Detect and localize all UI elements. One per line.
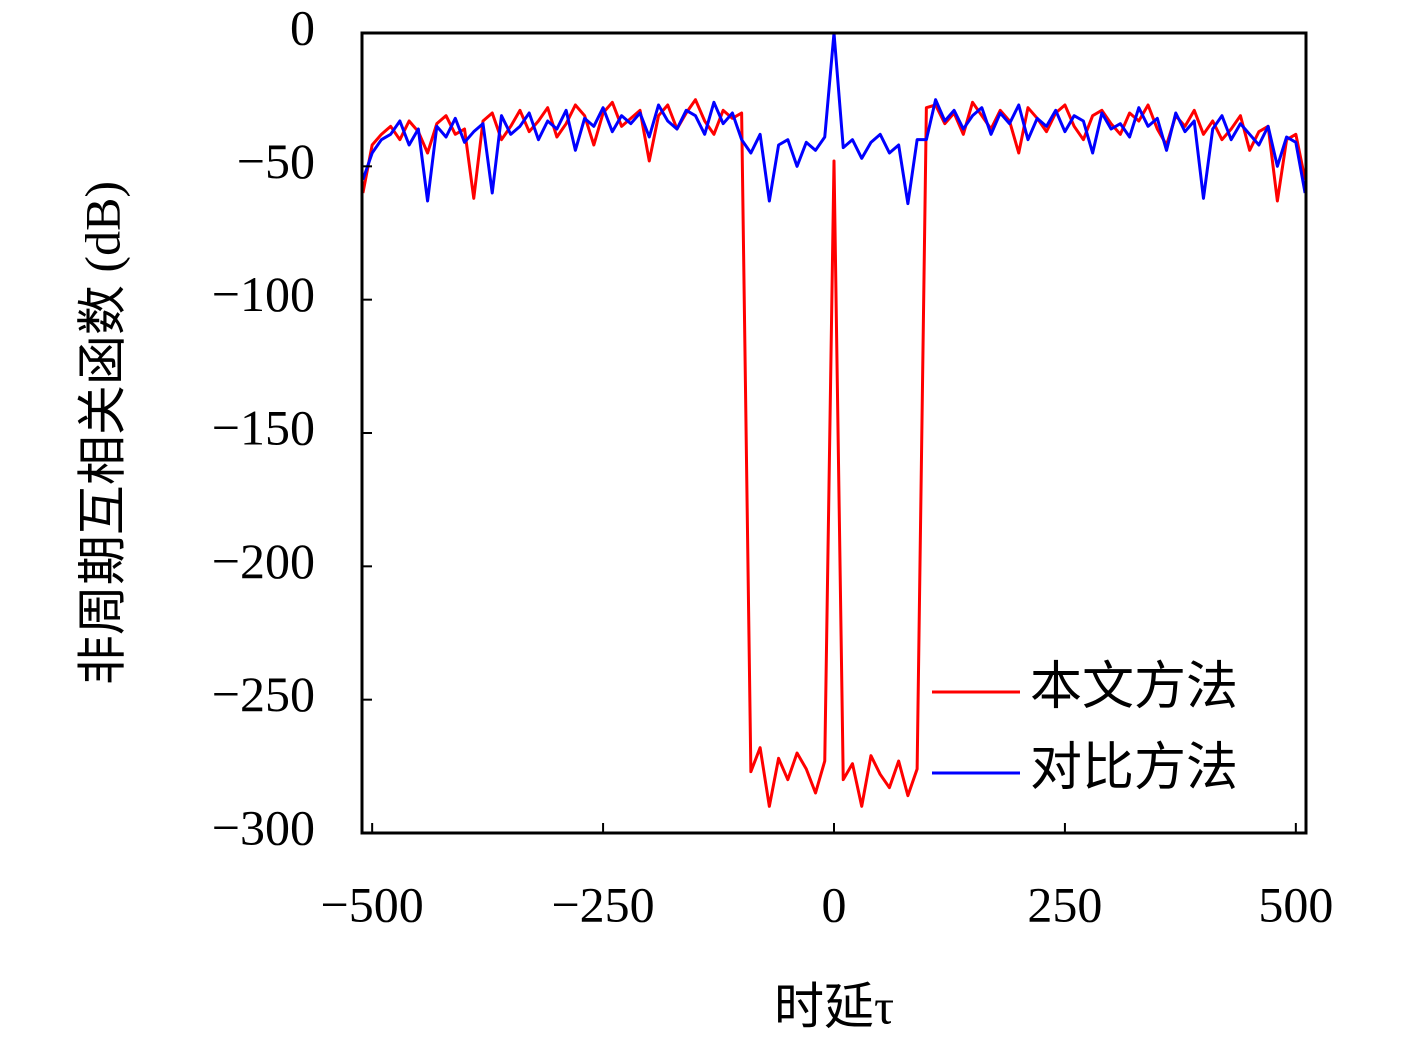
x-tick-label: 0	[822, 876, 847, 932]
y-tick-label: 0	[290, 0, 315, 55]
y-tick-label: −150	[212, 399, 315, 455]
x-tick-label: −500	[321, 876, 424, 932]
y-tick-label: −50	[237, 133, 315, 189]
y-axis-label: 非周期互相关函数 (dB)	[74, 181, 130, 685]
y-tick-label: −200	[212, 533, 315, 589]
x-tick-label: −250	[551, 876, 654, 932]
legend-label: 本文方法	[1030, 659, 1238, 716]
legend-label: 对比方法	[1030, 740, 1238, 797]
data-line	[362, 98, 1306, 808]
x-tick-label: 250	[1027, 876, 1102, 932]
y-tick-label: −250	[212, 666, 315, 722]
y-tick-label: −100	[212, 266, 315, 322]
y-tick-label: −300	[212, 799, 315, 855]
x-tick-label: 500	[1258, 876, 1333, 932]
x-axis-label: 时延τ	[774, 978, 894, 1034]
